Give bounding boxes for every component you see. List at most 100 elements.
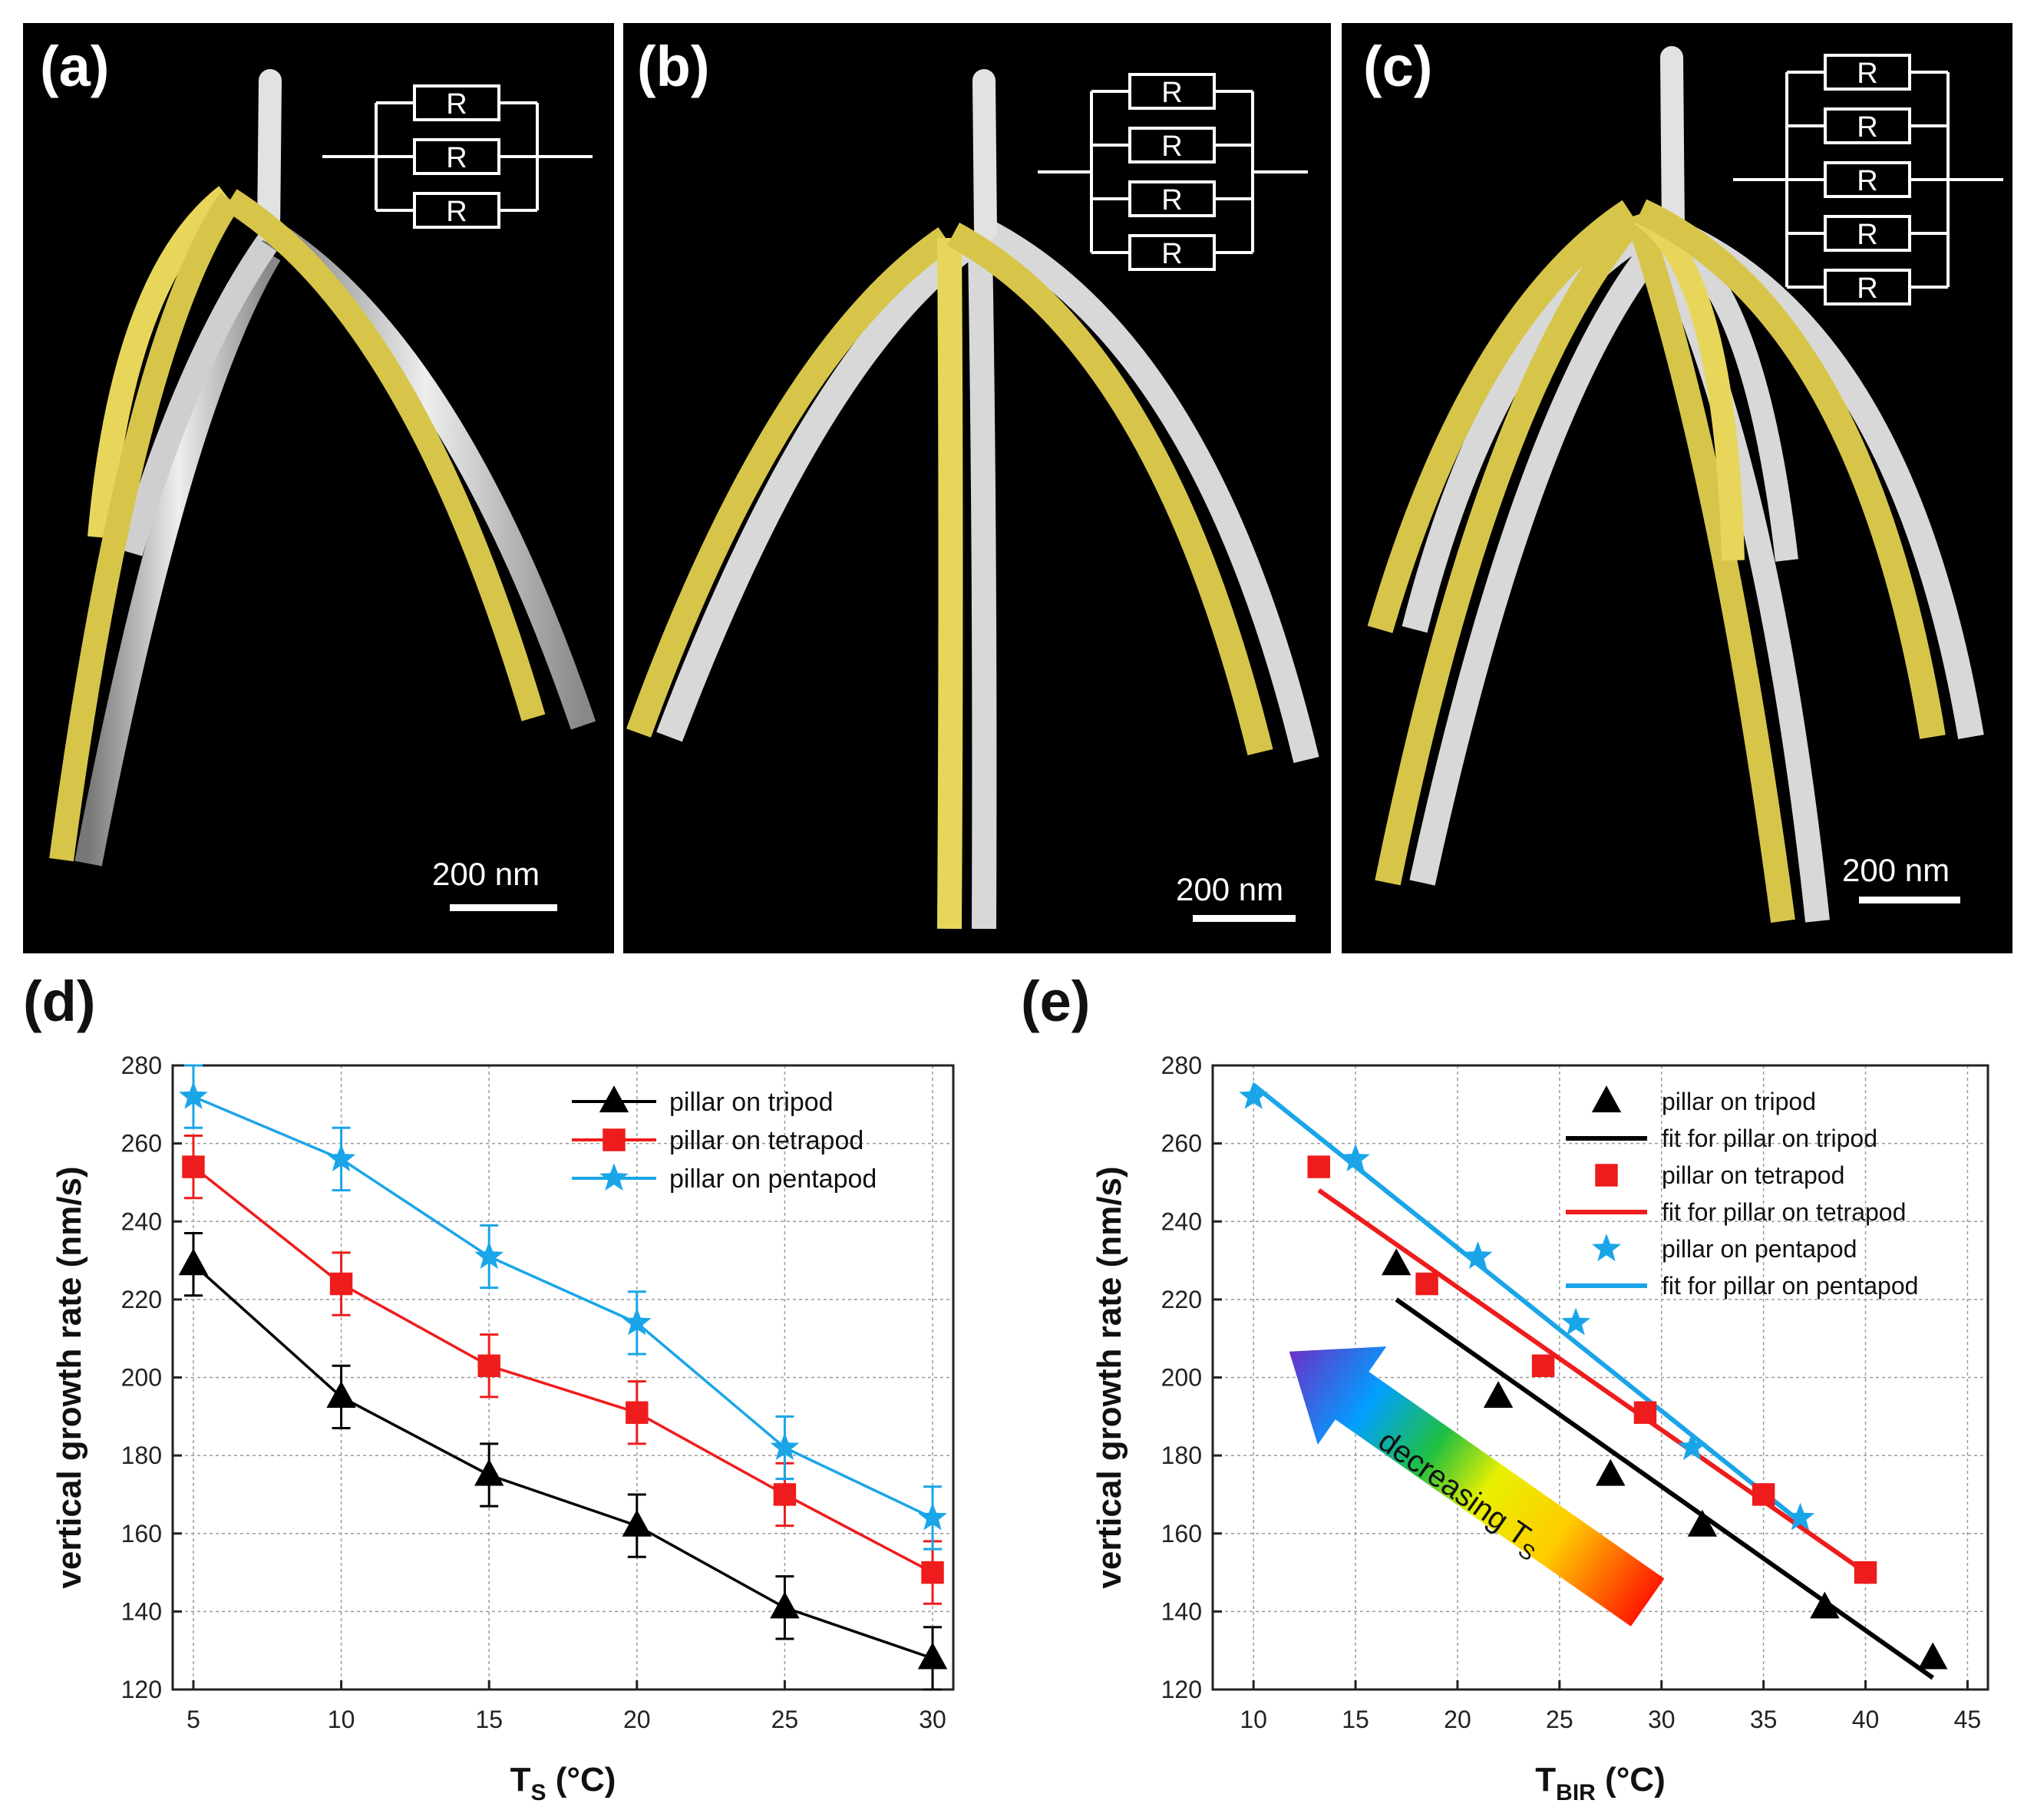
tetrapod-leg — [656, 230, 981, 742]
triangle-marker — [474, 1458, 504, 1486]
square-marker — [1531, 1354, 1555, 1377]
highlighted-leg — [946, 223, 1273, 756]
x-tick-label: 20 — [1444, 1706, 1471, 1733]
square-marker — [1752, 1483, 1775, 1506]
square-marker — [773, 1483, 797, 1506]
resistor-label: R — [1161, 130, 1182, 163]
x-axis-label-unit: (°C) — [1596, 1761, 1666, 1799]
resistor-box — [413, 192, 500, 229]
resistor-box — [1824, 215, 1911, 252]
resistor-label: R — [1857, 273, 1877, 305]
highlighted-leg — [223, 189, 546, 722]
panel-label-b: (b) — [637, 35, 710, 98]
x-axis-label-unit: (°C) — [546, 1761, 616, 1799]
triangle-marker — [1382, 1248, 1412, 1276]
legend-label: fit for pillar on tripod — [1662, 1125, 1877, 1152]
resistor-box — [413, 84, 500, 121]
pentapod-micrograph — [1367, 46, 1984, 923]
fit-line — [1252, 1083, 1802, 1524]
resistor-label: R — [1161, 184, 1182, 216]
series-pillar-on-tripod — [178, 1231, 948, 1691]
triangle-marker — [178, 1248, 209, 1276]
legend: pillar on tripod pillar on tetrapod pillar… — [572, 1085, 877, 1194]
scale-bar-label: 200 nm — [1842, 852, 1950, 888]
highlighted-leg — [937, 237, 963, 930]
resistor-label: R — [446, 88, 467, 121]
y-tick-label: 280 — [121, 1052, 162, 1079]
y-tick-label: 140 — [121, 1597, 162, 1625]
square-marker — [477, 1354, 500, 1377]
tetrapod-micrograph — [626, 69, 1319, 930]
y-tick-label: 280 — [1161, 1052, 1202, 1079]
star-marker — [1592, 1234, 1621, 1262]
legend-label: fit for pillar on tetrapod — [1662, 1198, 1906, 1226]
y-tick-label: 140 — [1161, 1597, 1202, 1625]
star-marker — [474, 1241, 504, 1269]
panel-label-c: (c) — [1363, 35, 1433, 98]
resistor-label: R — [1857, 219, 1877, 251]
y-tick-label: 220 — [121, 1286, 162, 1313]
tripod-leg — [118, 223, 286, 557]
square-marker — [626, 1401, 649, 1424]
y-axis-label: vertical growth rate (nm/s) — [51, 1166, 88, 1588]
x-axis-label-sub: S — [530, 1780, 546, 1805]
triangle-marker — [1810, 1591, 1840, 1619]
square-marker — [1307, 1155, 1330, 1178]
fit-line — [1317, 1188, 1867, 1575]
panel-label-d: (d) — [23, 969, 96, 1033]
x-tick-label: 30 — [919, 1706, 946, 1733]
y-tick-label: 160 — [1161, 1520, 1202, 1547]
pillar — [257, 69, 282, 242]
highlighted-leg — [1367, 200, 1637, 633]
star-marker — [179, 1081, 208, 1109]
highlighted-leg — [49, 192, 241, 862]
x-axis-label: TS (°C) — [510, 1761, 616, 1805]
resistor-box — [1128, 127, 1216, 164]
resistor-box — [1824, 269, 1911, 306]
y-tick-label: 240 — [1161, 1207, 1202, 1235]
y-tick-label: 240 — [121, 1207, 162, 1235]
series-pillar-on-pentapod — [179, 1064, 947, 1551]
resistor-label: R — [1857, 58, 1877, 90]
scale-bar-label: 200 nm — [432, 856, 540, 892]
square-marker — [1633, 1401, 1657, 1424]
star-marker — [1341, 1144, 1370, 1171]
legend-label: pillar on tetrapod — [1662, 1161, 1844, 1189]
legend-label: pillar on tripod — [1662, 1088, 1816, 1115]
resistor-box — [1128, 180, 1216, 217]
legend-label: pillar on tripod — [669, 1088, 834, 1117]
resistor-box — [1824, 54, 1911, 91]
panel-label-a: (a) — [40, 35, 110, 98]
resistor-label: R — [1161, 77, 1182, 109]
y-tick-label: 200 — [1161, 1364, 1202, 1392]
resistor-label: R — [1857, 111, 1877, 144]
decreasing-ts-arrow — [1289, 1346, 1665, 1627]
triangle-marker — [1596, 1458, 1626, 1486]
series-pillar-on-tetrapod — [1307, 1155, 1877, 1584]
scale-bar — [1859, 897, 1960, 903]
scale-bar-label: 200 nm — [1176, 871, 1284, 907]
series-pillar-on-tripod — [1382, 1248, 1948, 1670]
y-tick-label: 260 — [121, 1130, 162, 1158]
x-tick-label: 10 — [328, 1706, 355, 1733]
square-marker — [921, 1561, 944, 1584]
pentapod-leg — [1409, 237, 1667, 886]
resistor-box — [1128, 73, 1216, 110]
square-marker — [1415, 1272, 1438, 1296]
triangle-marker — [1918, 1642, 1948, 1670]
chart-growth-rate-vs-tbir: 10 15 20 25 30 35 40 45 120 140 160 180 200 220 240 260… — [1091, 1052, 1989, 1805]
x-tick-label: 10 — [1240, 1706, 1267, 1733]
triangle-marker — [622, 1509, 652, 1537]
highlighted-leg — [626, 226, 953, 738]
triangle-marker — [1591, 1085, 1622, 1113]
fit-line — [1395, 1297, 1934, 1680]
highlighted-leg — [1375, 210, 1643, 886]
resistor-box — [1128, 234, 1216, 271]
star-marker — [1463, 1241, 1493, 1269]
square-marker — [1854, 1561, 1877, 1584]
x-tick-label: 20 — [623, 1706, 651, 1733]
square-marker — [1595, 1164, 1618, 1187]
